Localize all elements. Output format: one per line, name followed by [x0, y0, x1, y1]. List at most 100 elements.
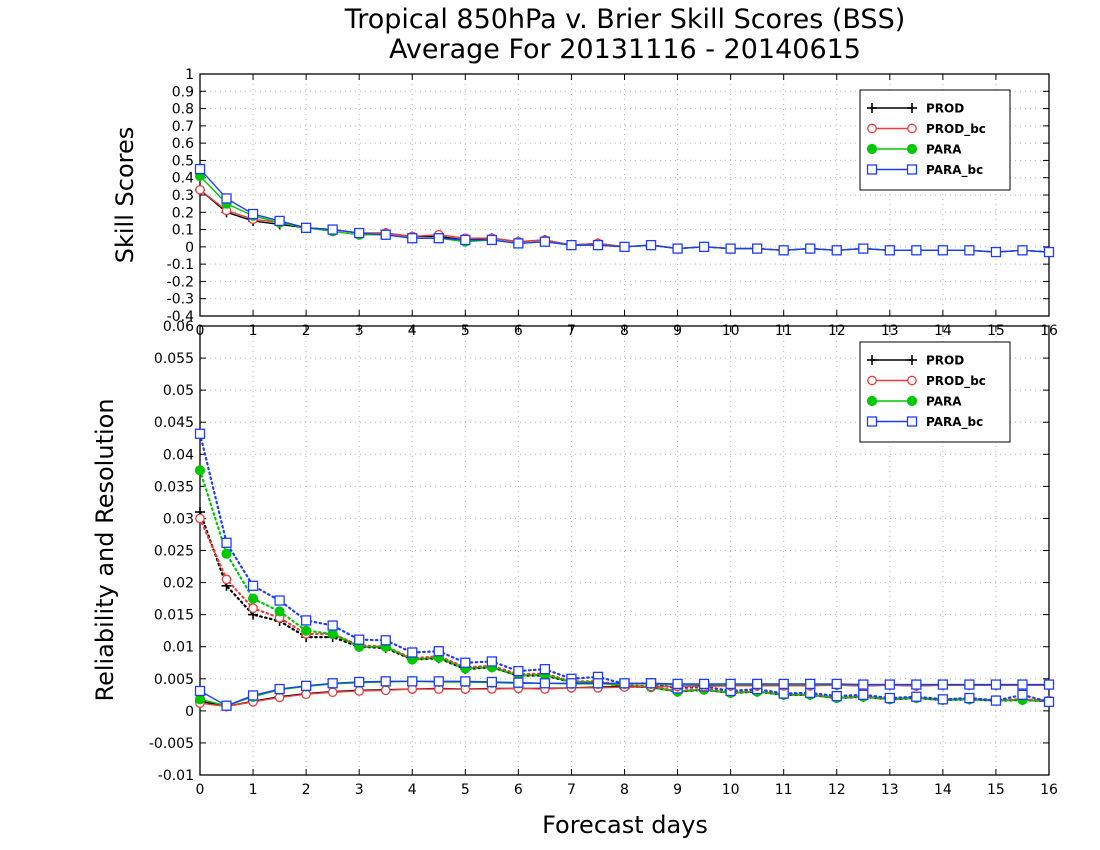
- top-series-para_bc-point: [778, 245, 789, 256]
- top-y-tick-label: -0.3: [167, 292, 194, 308]
- top-y-tick-label: 0.9: [172, 84, 194, 100]
- bottom-series-para_bc-solid-point: [592, 678, 604, 689]
- bottom-legend-marker-end: [907, 355, 917, 365]
- top-series-para_bc-point: [805, 243, 816, 254]
- top-y-tick-label: 0.7: [172, 119, 194, 135]
- bottom-y-tick-label: 0.05: [163, 383, 194, 399]
- bottom-x-tick-label: 0: [196, 782, 205, 798]
- top-y-axis-label: Skill Scores: [111, 127, 139, 264]
- bottom-y-tick-label: 0.04: [163, 447, 194, 463]
- top-series-para_bc-point: [592, 239, 604, 251]
- bottom-x-tick-label: 13: [881, 782, 899, 798]
- bottom-y-tick-label: -0.005: [149, 736, 194, 752]
- top-y-tick-label: 0.3: [172, 188, 194, 204]
- top-series-para_bc-point: [672, 243, 683, 254]
- top-series-para_bc-point: [460, 234, 471, 246]
- bottom-series-para_bc-dotted-point: [858, 689, 869, 700]
- bottom-series-para_bc-solid-point: [752, 678, 763, 690]
- top-series-para_bc-point: [1043, 246, 1055, 258]
- top-y-tick-label: -0.4: [167, 309, 194, 325]
- top-series-para_bc-point: [884, 245, 895, 256]
- bottom-series-para-dotted-point: [221, 548, 232, 559]
- top-legend-marker-end: [907, 103, 917, 113]
- bottom-y-tick-label: 0.03: [163, 511, 194, 527]
- bottom-series-para_bc-solid-point: [513, 677, 524, 688]
- bottom-series-para_bc-dotted: [194, 428, 1055, 708]
- top-series-para_bc-point: [831, 245, 842, 256]
- bottom-x-tick-label: 10: [722, 782, 740, 798]
- top-series-para_bc-point: [433, 233, 444, 244]
- top-legend-label: PARA: [926, 143, 962, 157]
- bottom-series-para_bc-solid-point: [964, 679, 975, 690]
- top-series-para_bc-point: [354, 227, 365, 239]
- bottom-series-para_bc-solid-point: [566, 678, 577, 689]
- bottom-series-para-dotted-point: [247, 593, 259, 604]
- x-axis-label: Forecast days: [542, 811, 708, 839]
- bottom-series-para_bc-dotted-point: [300, 615, 312, 626]
- bottom-series-para_bc-dotted-point: [513, 665, 524, 677]
- bottom-series-para_bc-solid-point: [300, 680, 312, 691]
- skill-scores-panel: -0.4-0.3-0.2-0.100.10.20.30.40.50.60.70.…: [167, 67, 1058, 339]
- bottom-legend-label: PROD: [926, 354, 964, 368]
- bottom-y-tick-label: 0.02: [163, 576, 194, 592]
- bottom-series-para_bc-dotted-point: [1017, 689, 1028, 700]
- top-y-tick-label: 1: [185, 67, 194, 83]
- bottom-legend-marker-start: [867, 355, 877, 365]
- top-legend-item-prod_bc: PROD_bc: [867, 122, 986, 137]
- top-legend-item-prod: PROD: [867, 102, 964, 116]
- bottom-series-para_bc-solid-point: [805, 678, 816, 690]
- bottom-series-para_bc-dotted-point: [194, 428, 206, 439]
- bottom-series-para_bc-solid-point: [645, 678, 657, 689]
- bottom-legend-item-para_bc: PARA_bc: [866, 415, 983, 430]
- bottom-legend-label: PROD_bc: [926, 374, 986, 389]
- bottom-series-para_bc-solid-point: [884, 679, 895, 690]
- top-series-para_bc-point: [566, 239, 577, 251]
- bottom-legend-marker-end: [906, 416, 918, 427]
- bottom-series-prod_bc-solid-point: [327, 687, 338, 698]
- top-series-para_bc-point: [247, 208, 259, 220]
- bottom-x-tick-label: 6: [514, 782, 523, 798]
- top-series-para_bc-point: [327, 224, 338, 235]
- bottom-series-para_bc-dotted-point: [433, 646, 444, 657]
- top-series-para_bc-point: [539, 236, 551, 247]
- top-series-para_bc-point: [964, 245, 975, 256]
- chart-title-line-1: Tropical 850hPa v. Brier Skill Scores (B…: [344, 4, 906, 35]
- top-legend-marker-start: [866, 143, 878, 155]
- top-series-para_bc-point: [911, 245, 922, 256]
- top-y-tick-label: 0.4: [172, 171, 194, 187]
- bottom-legend-box: [859, 341, 1011, 443]
- top-legend-label: PARA_bc: [926, 163, 983, 178]
- bottom-series-para_bc-dotted-point: [274, 595, 285, 606]
- bottom-series-para_bc-dotted-point: [964, 692, 975, 704]
- bottom-series-para-dotted-point: [194, 465, 206, 476]
- top-legend-label: PROD: [926, 102, 964, 116]
- bottom-y-tick-label: -0.01: [158, 768, 194, 784]
- bottom-series-para_bc-dotted-point: [1043, 696, 1055, 708]
- top-legend-marker-start: [866, 164, 878, 175]
- bottom-y-tick-label: 0.015: [154, 608, 194, 624]
- bottom-series-para_bc-solid-point: [911, 679, 922, 690]
- bottom-x-tick-label: 8: [620, 782, 629, 798]
- bottom-series-para_bc-solid-point: [1043, 679, 1055, 690]
- top-series-para_bc: [194, 163, 1055, 258]
- bottom-series-para_bc-dotted-point: [911, 691, 922, 702]
- bottom-series-prod_bc-dotted-line: [198, 517, 1051, 702]
- bottom-series-prod_bc-solid-point: [380, 685, 391, 696]
- top-legend-marker-end: [906, 164, 918, 175]
- top-series-para_bc-point: [937, 245, 949, 256]
- bottom-legend-item-para: PARA: [866, 395, 962, 409]
- bottom-x-tick-label: 9: [673, 782, 682, 798]
- bottom-y-axis-label: Reliability and Resolution: [91, 398, 119, 701]
- top-series-para_bc-point: [300, 222, 312, 233]
- top-y-tick-label: 0.1: [172, 223, 194, 239]
- bottom-series-para_bc-dotted-point: [884, 692, 895, 704]
- bottom-series-prod_bc-solid-point: [354, 686, 365, 696]
- bottom-series-para_bc-dotted-point: [327, 620, 338, 631]
- bottom-series-para_bc-dotted-point: [990, 695, 1002, 706]
- bottom-y-tick-label: 0.035: [154, 479, 194, 495]
- bottom-y-tick-label: 0.005: [154, 672, 194, 688]
- bottom-series-para_bc-solid-point: [327, 678, 338, 689]
- bottom-legend-label: PARA_bc: [926, 415, 983, 430]
- top-series-para_bc-point: [698, 241, 710, 253]
- bottom-series-para_bc-solid-point: [433, 676, 444, 687]
